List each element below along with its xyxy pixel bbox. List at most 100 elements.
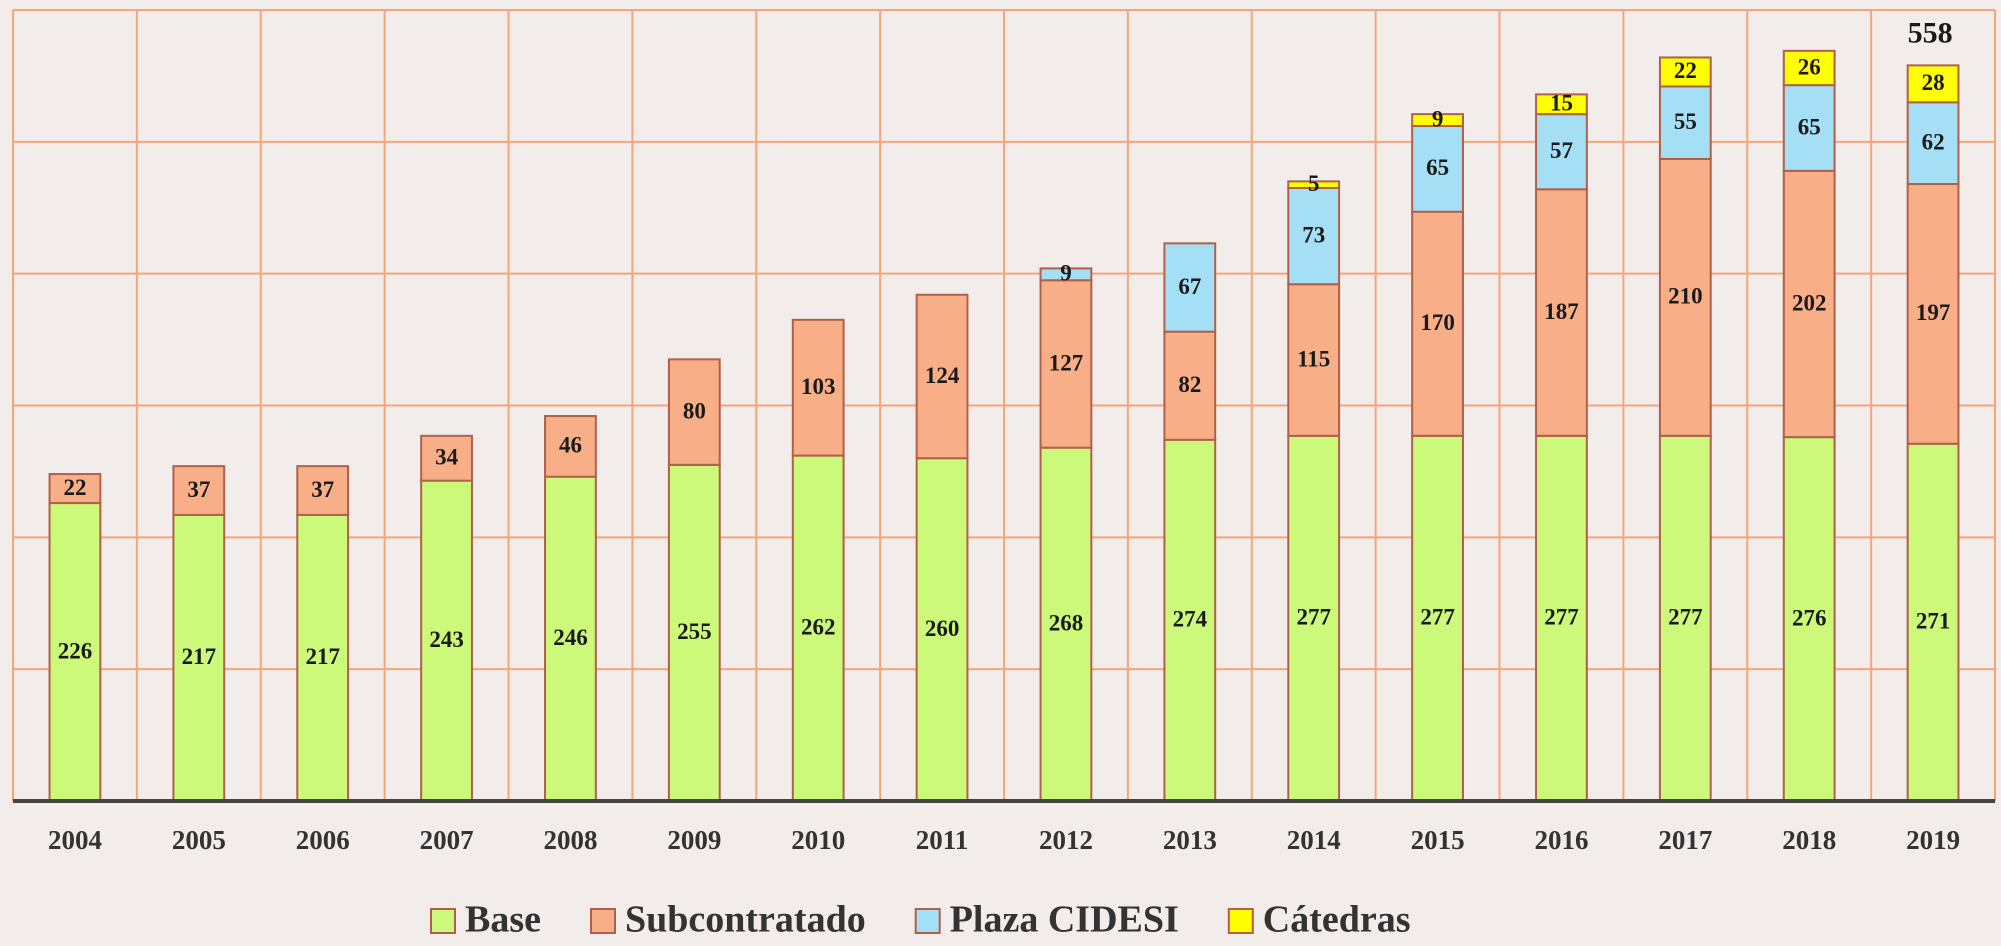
data-label: 262 — [801, 615, 836, 640]
bar-segment — [48, 502, 102, 802]
bar-segment — [667, 358, 721, 466]
bar-segment — [1287, 186, 1341, 286]
bar-segment — [296, 465, 350, 516]
data-label: 46 — [559, 433, 582, 458]
legend-label: Base — [465, 899, 541, 941]
data-label: 15 — [1550, 91, 1573, 116]
legend-swatch — [590, 908, 616, 934]
data-label: 277 — [1420, 605, 1455, 630]
data-label: 170 — [1420, 310, 1455, 335]
data-label: 26 — [1798, 54, 1821, 79]
data-label: 127 — [1049, 350, 1084, 375]
bar-segment — [915, 293, 969, 460]
data-label: 62 — [1922, 129, 1945, 154]
bar-segment — [172, 513, 226, 803]
data-label: 197 — [1916, 300, 1951, 325]
data-label: 9 — [1432, 106, 1444, 131]
bar-segment — [1535, 188, 1588, 437]
x-tick-label: 2008 — [543, 825, 597, 855]
bar-segment — [791, 318, 845, 457]
bar-segment — [791, 454, 845, 802]
x-tick-label: 2014 — [1287, 825, 1341, 855]
x-tick-label: 2019 — [1906, 825, 1960, 855]
legend-label: Plaza CIDESI — [950, 899, 1179, 941]
x-tick-label: 2006 — [296, 825, 350, 855]
bar-segment — [544, 475, 597, 802]
legend-swatch — [1227, 908, 1254, 934]
bar-segment — [1535, 93, 1588, 116]
bar-segment — [172, 465, 226, 516]
x-tick-label: 2013 — [1163, 825, 1217, 855]
data-label: 276 — [1792, 605, 1827, 630]
bar-segment — [1782, 49, 1836, 87]
bar-segment — [1039, 267, 1093, 282]
x-tick-label: 2017 — [1658, 825, 1712, 855]
bar-segment — [1906, 64, 1960, 104]
data-label: 5 — [1308, 171, 1320, 196]
data-label: 268 — [1049, 611, 1084, 636]
data-label: 277 — [1544, 605, 1579, 630]
data-label: 57 — [1550, 138, 1573, 163]
total-annotation: 558 — [1908, 16, 1953, 49]
data-label: 202 — [1792, 290, 1827, 315]
data-label: 55 — [1674, 109, 1697, 134]
x-tick-label: 2004 — [48, 825, 102, 855]
bar-segment — [1535, 434, 1588, 802]
data-label: 103 — [801, 374, 836, 399]
bar-segment — [1287, 283, 1341, 437]
bar-segment — [1411, 113, 1464, 128]
data-label: 67 — [1178, 274, 1201, 299]
bar-segment — [1782, 84, 1836, 172]
bar-segment — [1287, 180, 1341, 189]
x-tick-label: 2005 — [172, 825, 226, 855]
x-tick-label: 2016 — [1534, 825, 1588, 855]
x-tick-label: 2010 — [791, 825, 845, 855]
x-tick-label: 2009 — [667, 825, 721, 855]
bar-segment — [1906, 442, 1960, 802]
data-label: 80 — [683, 398, 706, 423]
data-label: 115 — [1297, 346, 1330, 371]
bar-segment — [296, 513, 350, 803]
data-label: 243 — [429, 627, 464, 652]
data-label: 274 — [1173, 607, 1208, 632]
data-label: 124 — [925, 363, 960, 388]
bar-segment — [420, 479, 473, 802]
data-label: 22 — [1674, 58, 1697, 83]
data-label: 187 — [1544, 299, 1579, 324]
bar-segment — [1411, 125, 1464, 213]
data-label: 277 — [1668, 605, 1703, 630]
data-label: 226 — [58, 638, 93, 663]
x-tick-label: 2015 — [1411, 825, 1465, 855]
data-label: 65 — [1798, 114, 1821, 139]
data-label: 22 — [63, 475, 86, 500]
x-tick-label: 2011 — [916, 825, 969, 855]
data-label: 210 — [1668, 284, 1703, 309]
data-label: 37 — [187, 477, 210, 502]
bar-segment — [1163, 330, 1217, 441]
data-label: 37 — [311, 477, 334, 502]
bar-segment — [1658, 56, 1712, 88]
data-label: 217 — [305, 644, 340, 669]
data-label: 28 — [1922, 70, 1945, 95]
x-tick-label: 2012 — [1039, 825, 1093, 855]
data-label: 65 — [1426, 155, 1449, 180]
data-label: 271 — [1916, 609, 1951, 634]
data-label: 217 — [182, 644, 217, 669]
bar-segment — [1906, 101, 1960, 186]
bar-segment — [420, 434, 473, 482]
data-label: 246 — [553, 625, 588, 650]
legend-label: Subcontratado — [625, 899, 866, 941]
data-label: 73 — [1302, 222, 1325, 247]
x-tick-label: 2007 — [420, 825, 474, 855]
data-label: 260 — [925, 616, 960, 641]
legend-label: Cátedras — [1263, 899, 1411, 941]
data-label: 255 — [677, 619, 712, 644]
data-label: 34 — [435, 445, 459, 470]
bar-segment — [1658, 157, 1712, 437]
data-label: 82 — [1178, 372, 1201, 397]
bar-segment — [544, 415, 597, 478]
bar-segment — [1163, 242, 1217, 333]
bar-segment — [1782, 169, 1836, 439]
bar-segment — [1906, 183, 1960, 445]
